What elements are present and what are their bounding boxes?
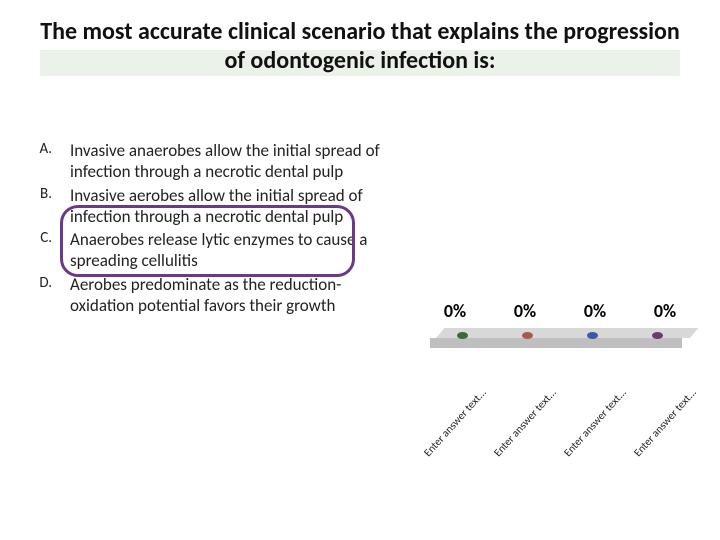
pct-0: 0% xyxy=(420,300,490,322)
option-c[interactable]: C. Anaerobes release lytic enzymes to ca… xyxy=(30,229,390,272)
options-list: A. Invasive anaerobes allow the initial … xyxy=(30,140,390,318)
option-text: Anaerobes release lytic enzymes to cause… xyxy=(70,229,390,272)
page-title: The most accurate clinical scenario that… xyxy=(40,18,680,76)
pct-3: 0% xyxy=(630,300,700,322)
option-text: Invasive aerobes allow the initial sprea… xyxy=(70,185,390,228)
title-area: The most accurate clinical scenario that… xyxy=(0,0,720,88)
percentage-row: 0% 0% 0% 0% xyxy=(420,300,700,322)
marker-1 xyxy=(522,332,533,339)
pct-2: 0% xyxy=(560,300,630,322)
option-letter: A. xyxy=(30,140,70,183)
option-a[interactable]: A. Invasive anaerobes allow the initial … xyxy=(30,140,390,183)
xlabel-3: Enter answer text... xyxy=(631,386,699,459)
option-text: Aerobes predominate as the reduction-oxi… xyxy=(70,274,390,317)
xlabel-2: Enter answer text... xyxy=(561,386,629,459)
poll-chart: 0% 0% 0% 0% Enter answer text... Enter a… xyxy=(420,300,700,500)
option-letter: B. xyxy=(30,185,70,228)
option-letter: C. xyxy=(30,229,70,272)
xlabel-0: Enter answer text... xyxy=(421,386,489,459)
xlabel-1: Enter answer text... xyxy=(491,386,559,459)
marker-3 xyxy=(652,332,663,339)
option-b[interactable]: B. Invasive aerobes allow the initial sp… xyxy=(30,185,390,228)
pct-1: 0% xyxy=(490,300,560,322)
option-d[interactable]: D. Aerobes predominate as the reduction-… xyxy=(30,274,390,317)
chart-base-front xyxy=(430,338,682,348)
option-letter: D. xyxy=(30,274,70,317)
chart-xlabels: Enter answer text... Enter answer text..… xyxy=(420,356,700,486)
option-text: Invasive anaerobes allow the initial spr… xyxy=(70,140,390,183)
marker-2 xyxy=(587,332,598,339)
marker-0 xyxy=(457,332,468,339)
chart-markers xyxy=(430,332,690,339)
